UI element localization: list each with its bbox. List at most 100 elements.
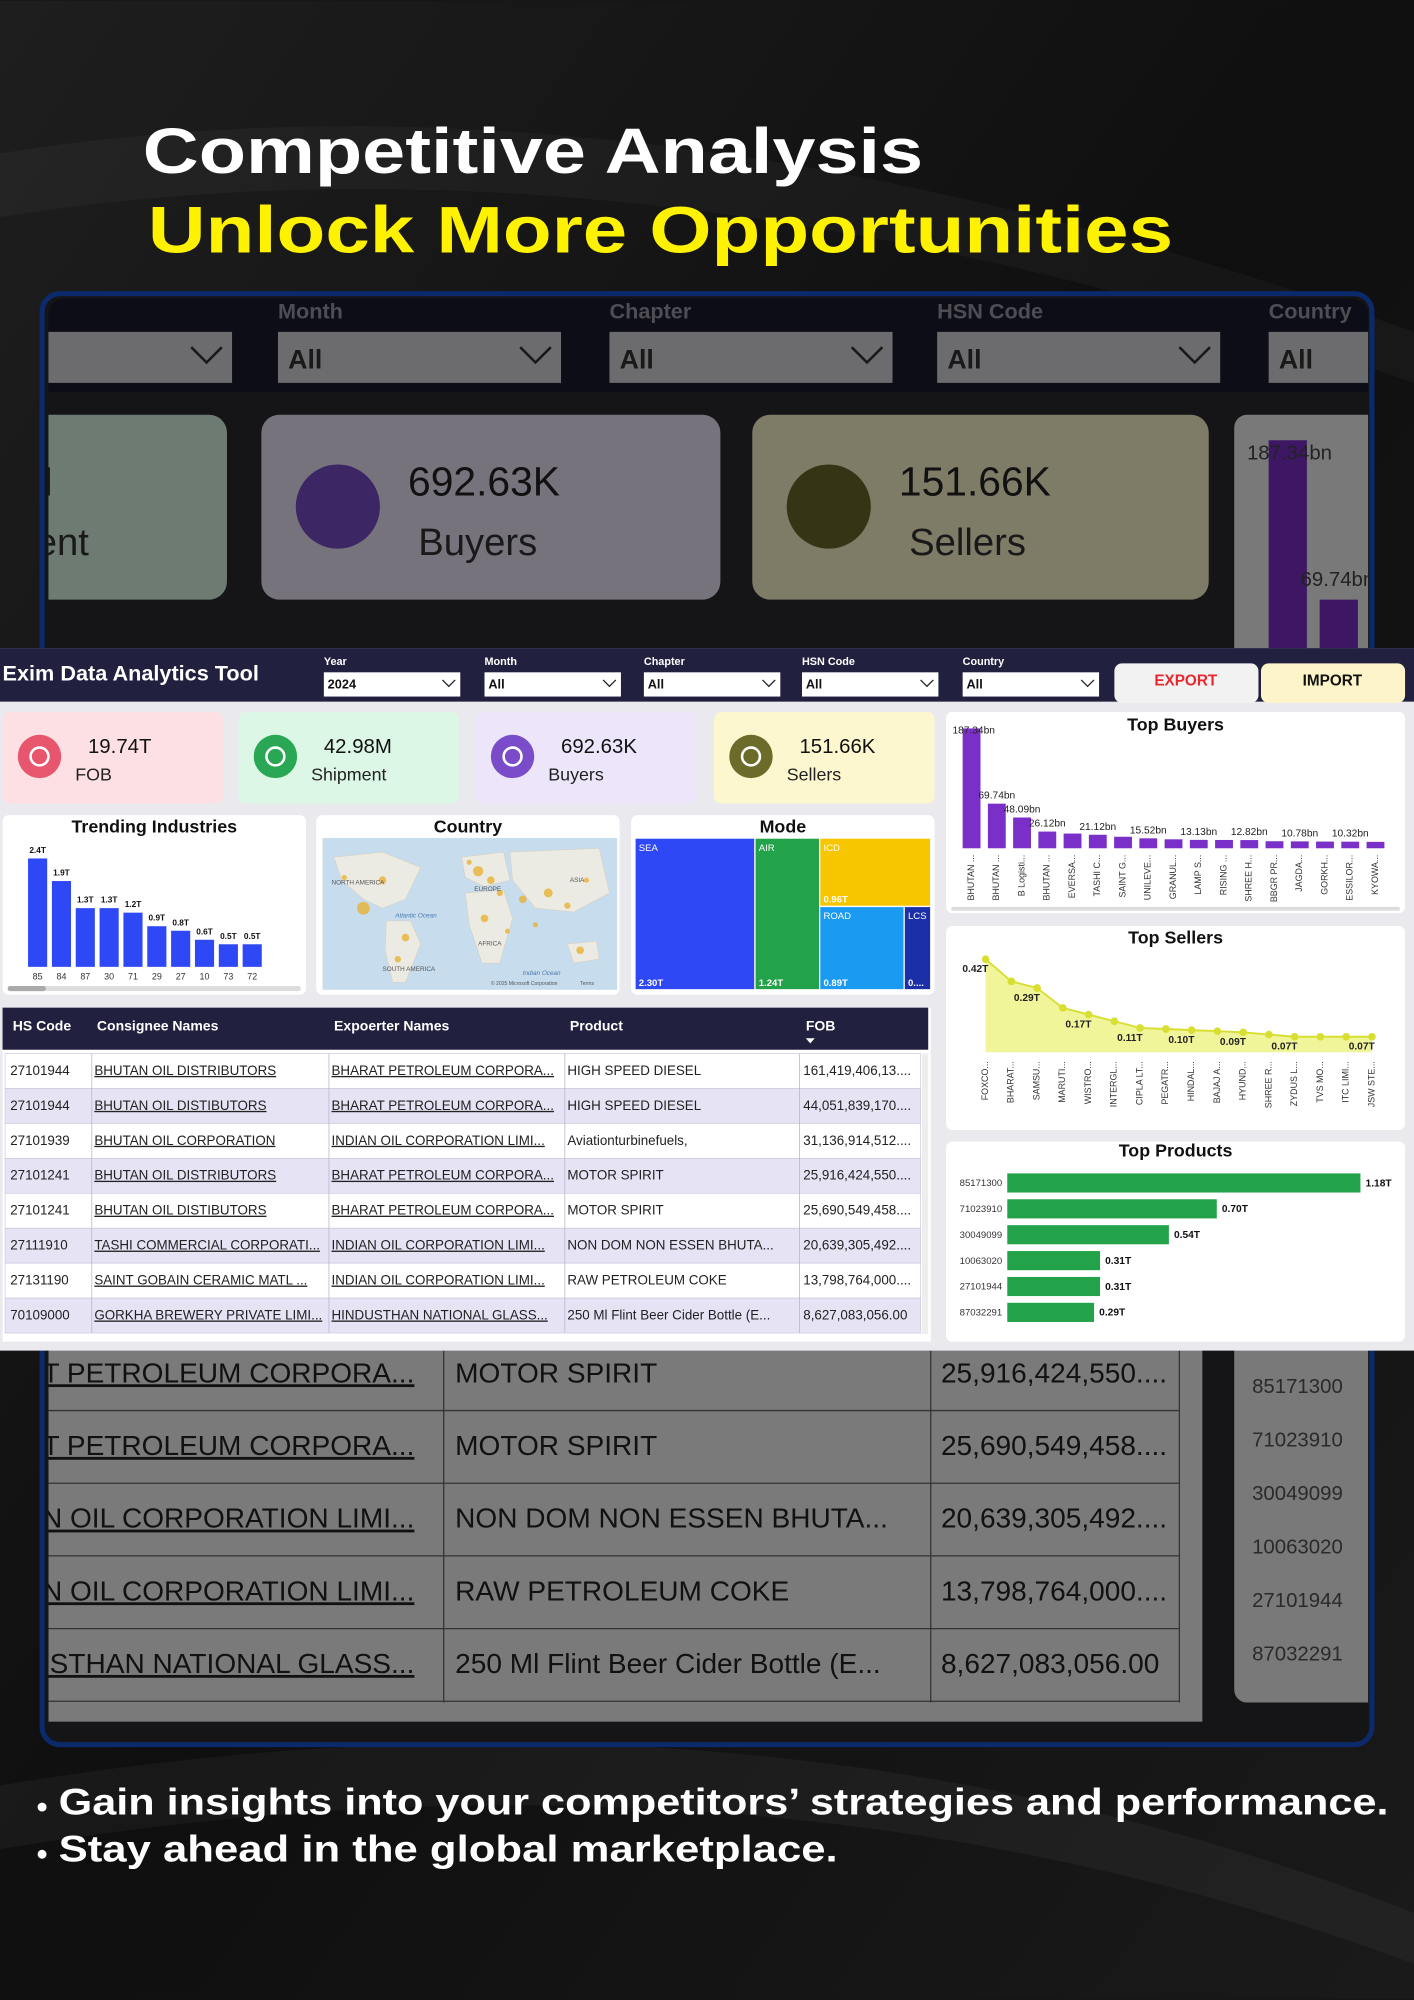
x-tick-label: JSW STE...: [1366, 1061, 1376, 1107]
bar: [194, 939, 215, 967]
map-dot: [532, 922, 539, 928]
x-tick-label: BHUTAN ...: [966, 855, 976, 901]
tab[interactable]: [1114, 663, 1259, 703]
x-tick-label: SHREE R...: [1263, 1061, 1273, 1108]
bar: [1088, 834, 1107, 849]
y-tick-label: 87032291: [960, 1308, 1002, 1319]
dropdown[interactable]: [323, 672, 461, 697]
table-cell: 25,916,424,550....: [803, 1168, 911, 1183]
y-tick-label: 85171300: [960, 1178, 1002, 1189]
table-cell: BHARAT PETROLEUM CORPORA...: [332, 1168, 554, 1183]
map-label: EUROPE: [474, 886, 501, 893]
x-tick-label: BBGR PR...: [1269, 855, 1279, 903]
x-tick-label: FOXCO...: [980, 1061, 990, 1100]
map-dot: [564, 902, 571, 909]
table-cell: MOTOR SPIRIT: [567, 1168, 663, 1183]
panel-title: Trending Industries: [71, 817, 237, 837]
bar: [1316, 841, 1334, 849]
map-dot: [341, 875, 347, 881]
table-cell: 27101944: [10, 1098, 70, 1113]
table-cell: 70109000: [10, 1307, 70, 1322]
x-tick-label: 27: [176, 971, 186, 981]
value-label: 1.2T: [125, 900, 142, 909]
point: [1368, 1032, 1376, 1041]
table-cell: GORKHA BREWERY PRIVATE LIMI...: [94, 1307, 322, 1322]
dropdown-value: All: [488, 676, 504, 691]
map-label: AFRICA: [478, 941, 502, 948]
table-row: [4, 1192, 921, 1229]
point: [981, 955, 990, 964]
table-cell: INDIAN OIL CORPORATION LIMI...: [332, 1273, 545, 1288]
kpi-icon: [253, 734, 298, 779]
map-land: [465, 890, 513, 964]
value-label: 26.12bn: [1029, 819, 1066, 830]
dropdown[interactable]: [643, 672, 781, 697]
map-dot: [518, 895, 527, 904]
point: [1162, 1025, 1170, 1033]
y-tick-label: 71023910: [960, 1204, 1002, 1215]
table-row: [4, 1227, 921, 1264]
map-label: Indian Ocean: [523, 970, 561, 977]
panel: [2, 815, 307, 995]
map-label: NORTH AMERICA: [332, 879, 386, 886]
map-dot: [480, 914, 489, 923]
treemap-cell: [903, 905, 932, 991]
table-cell: TASHI COMMERCIAL CORPORATI...: [94, 1238, 320, 1253]
map-label: Terms: [580, 981, 594, 987]
dropdown[interactable]: [801, 672, 939, 697]
value-label: 0.6T: [196, 927, 213, 936]
table-cell: BHUTAN OIL DISTIBUTORS: [94, 1203, 266, 1218]
map-dot: [357, 901, 370, 915]
y-tick-label: 27101944: [960, 1282, 1003, 1293]
kpi-value: 151.66K: [799, 736, 875, 758]
map-dot: [378, 876, 387, 884]
point: [1059, 1004, 1067, 1012]
bar: [1063, 833, 1082, 849]
tab[interactable]: [1260, 663, 1406, 703]
map-land: [333, 851, 422, 909]
kpi-label: Buyers: [548, 764, 604, 784]
table-cell: BHARAT PETROLEUM CORPORA...: [332, 1063, 554, 1078]
treemap-value: 0....: [908, 978, 924, 989]
tab-label: IMPORT: [1303, 672, 1363, 689]
table-cell: BHARAT PETROLEUM CORPORA...: [332, 1203, 554, 1218]
value-label: 0.11T: [1117, 1033, 1143, 1044]
bar: [962, 728, 981, 849]
filter-label: Month: [485, 656, 517, 668]
bar: [1007, 1251, 1101, 1271]
value-label: 0.29T: [1099, 1308, 1126, 1319]
filter-label: Year: [324, 656, 348, 668]
treemap-category: ROAD: [823, 911, 851, 922]
bar: [1139, 838, 1158, 849]
scrollbar: [921, 1053, 929, 1335]
x-tick-label: INTERGL...: [1109, 1061, 1119, 1107]
dropdown[interactable]: [484, 672, 621, 697]
x-tick-label: 85: [33, 971, 43, 981]
x-tick-label: 87: [80, 971, 90, 981]
value-label: 0.42T: [962, 964, 989, 975]
area: [985, 959, 1372, 1053]
dropdown-value: 2024: [328, 676, 357, 691]
bar: [99, 908, 119, 967]
bar: [1164, 839, 1183, 849]
x-tick-label: UNILEVE...: [1143, 855, 1153, 901]
treemap-value: 0.89T: [823, 978, 848, 989]
point: [1110, 1017, 1119, 1026]
bar: [987, 803, 1006, 849]
table-cell: 27101241: [10, 1168, 70, 1183]
point: [1265, 1030, 1273, 1039]
table-cell: 27101939: [10, 1133, 70, 1148]
table-cell: 161,419,406,13....: [803, 1063, 911, 1078]
x-tick-label: KYOWA...: [1370, 855, 1380, 895]
x-tick-label: BHUTAN ...: [991, 855, 1001, 901]
panel-title: Top Buyers: [1127, 715, 1224, 735]
x-tick-label: EVERSA...: [1067, 855, 1077, 899]
map-label: ASIA: [570, 877, 585, 884]
kpi-card: [238, 711, 460, 804]
tab-label: EXPORT: [1154, 672, 1218, 689]
x-tick-label: 30: [104, 971, 114, 981]
x-tick-label: BHUTAN ...: [1042, 855, 1052, 901]
map-label: Atlantic Ocean: [394, 913, 437, 920]
dropdown[interactable]: [962, 672, 1100, 697]
